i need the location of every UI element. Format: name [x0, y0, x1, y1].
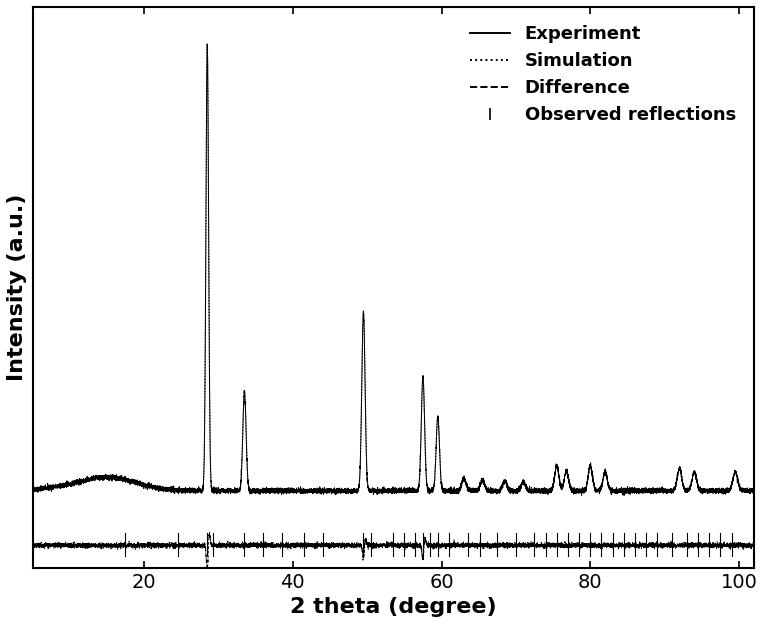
- X-axis label: 2 theta (degree): 2 theta (degree): [290, 597, 496, 617]
- Legend: Experiment, Simulation, Difference, Observed reflections: Experiment, Simulation, Difference, Obse…: [462, 16, 745, 133]
- Y-axis label: Intensity (a.u.): Intensity (a.u.): [7, 193, 27, 381]
